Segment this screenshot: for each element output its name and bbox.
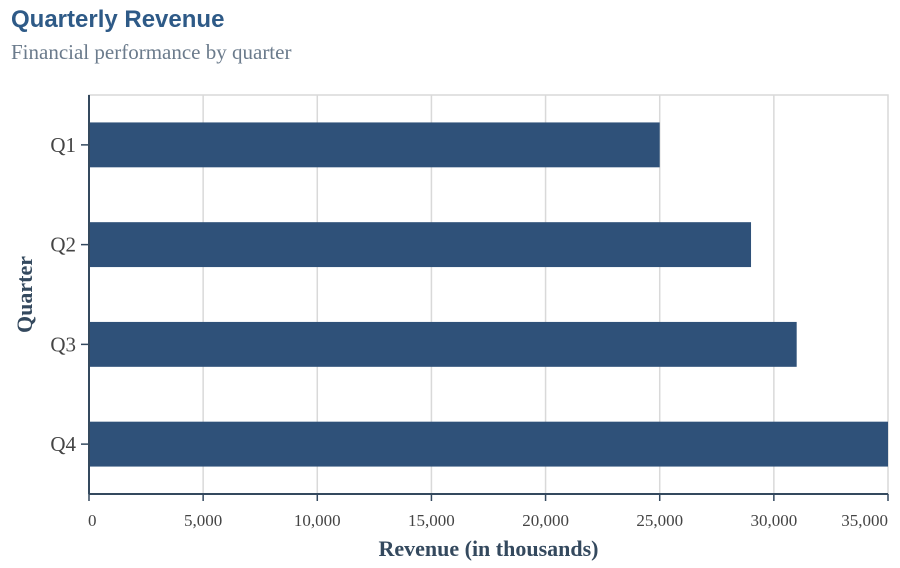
y-tick-label: Q4 xyxy=(50,432,76,456)
tick-labels: 0 5,000 10,000 15,000 20,000 25,000 30,000 35,0… xyxy=(50,133,888,530)
x-tick-label: 15,000 xyxy=(408,511,455,530)
axes xyxy=(81,95,889,501)
y-tick-label: Q2 xyxy=(50,233,76,257)
bar-q2 xyxy=(89,222,752,268)
y-tick-label: Q3 xyxy=(50,332,76,356)
bar-q3 xyxy=(89,321,797,367)
x-tick-label: 0 xyxy=(88,511,97,530)
bar-q4 xyxy=(89,421,888,467)
y-axis-title: Quarter xyxy=(12,256,37,333)
x-tick-label: 10,000 xyxy=(294,511,341,530)
bar-q1 xyxy=(89,122,660,168)
y-tick-label: Q1 xyxy=(50,133,76,157)
x-tick-label: 35,000 xyxy=(841,511,888,530)
x-tick-label: 20,000 xyxy=(522,511,569,530)
chart-subtitle: Financial performance by quarter xyxy=(11,40,292,64)
chart-title: Quarterly Revenue xyxy=(11,6,225,33)
x-axis-title: Revenue (in thousands) xyxy=(378,536,598,561)
x-tick-label: 30,000 xyxy=(750,511,797,530)
bars xyxy=(89,122,888,467)
x-tick-label: 25,000 xyxy=(636,511,683,530)
x-tick-label: 5,000 xyxy=(184,511,222,530)
